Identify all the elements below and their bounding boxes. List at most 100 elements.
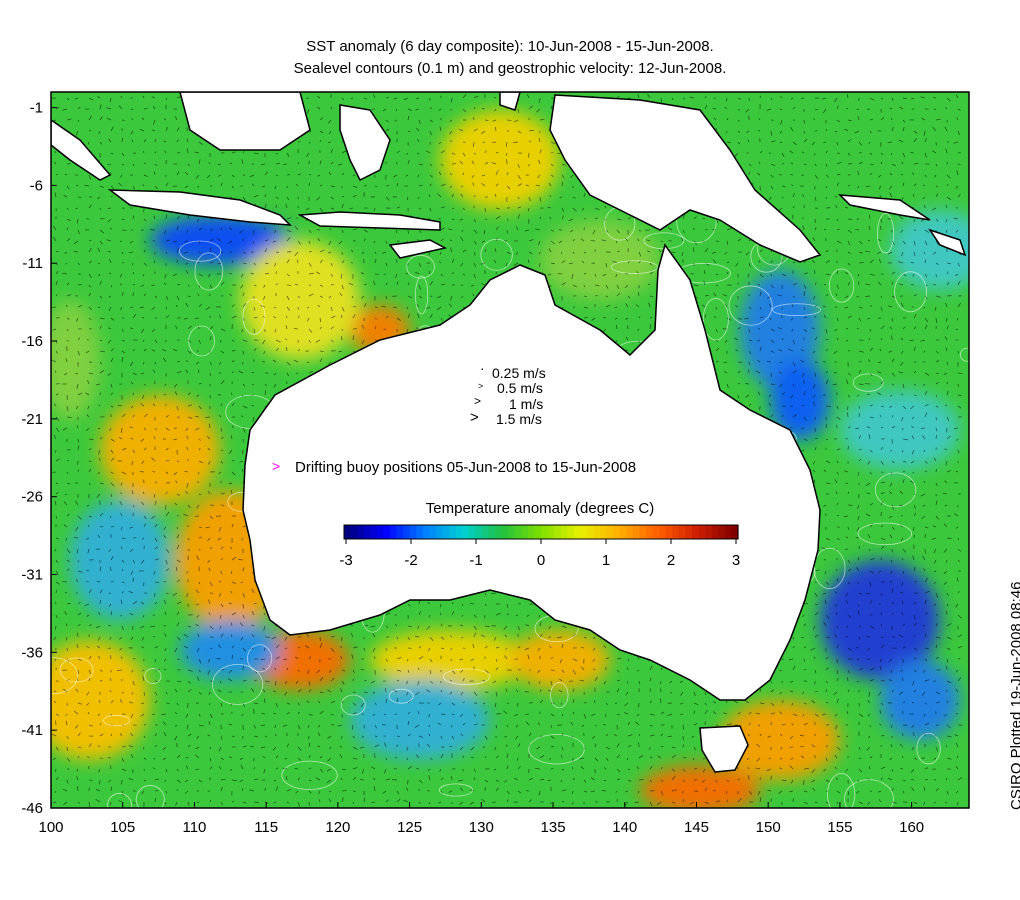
sealevel-contour [480,238,513,271]
colorbar-tick-label: 2 [667,552,675,569]
sealevel-contour [51,657,78,695]
velocity-legend-label-1: 0.25 m/s [492,365,546,381]
colorbar-cell [442,525,450,539]
sealevel-contour [438,783,473,797]
colorbar-gradient [344,525,739,539]
colorbar-cell [586,525,595,539]
colorbar-cell [508,525,516,539]
sealevel-contour [857,522,913,546]
buoy-legend-label: Drifting buoy positions 05-Jun-2008 to 1… [295,459,636,476]
y-tick-label: -1 [30,100,43,117]
colorbar-ticks: -3 -2 -1 0 1 2 3 [339,539,740,569]
colorbar-tick-label: 0 [537,552,545,569]
sealevel-contour [702,298,729,341]
colorbar-cell [639,525,647,539]
colorbar-cell [724,525,733,539]
sealevel-contour [960,347,969,362]
colorbar-cell [383,525,391,539]
sealevel-contour [388,688,414,704]
colorbar-cell [573,525,581,539]
sumatra-landmass [51,119,112,181]
sealevel-contour [194,252,224,291]
colorbar-cell [462,525,470,539]
sealevel-contour [611,260,659,274]
sealevel-contour [59,657,94,683]
y-tick-label: -16 [21,333,43,350]
colorbar-cell [718,525,726,539]
colorbar-cell [731,525,739,539]
java-landmass [107,189,292,226]
colorbar-cell [632,525,641,539]
velocity-legend: · 0.25 m/s > 0.5 m/s > 1 m/s > 1.5 m/s [470,360,546,427]
colorbar-cell [665,525,673,539]
colorbar-cell [495,525,503,539]
colorbar-cell [626,525,634,539]
y-tick-label: -11 [22,255,43,272]
colorbar-tick-label: 3 [732,552,740,569]
sealevel-contour [415,275,429,315]
colorbar-cell [455,525,463,539]
colorbar-cell [350,525,358,539]
colorbar-cell [672,525,680,539]
australia-landmass [242,243,821,701]
colorbar-cell [698,525,706,539]
sealevel-contour [406,254,435,279]
sealevel-contour [442,668,491,686]
colorbar-cell [692,525,700,539]
velocity-legend-arrow-3: > [474,394,481,408]
lesser-sunda-islands [297,211,441,231]
colorbar-cell [468,525,476,539]
sealevel-contour [103,714,131,727]
plot-area [51,92,969,808]
colorbar-cell [567,525,575,539]
sst-anomaly-field [51,110,969,808]
colorbar-cell [652,525,660,539]
colorbar-cell [422,525,430,539]
sealevel-contour [877,213,895,254]
y-tick-label: -36 [21,644,43,661]
landmasses [51,92,967,773]
x-tick-label: 155 [827,819,852,836]
sealevel-contour [178,240,222,262]
sealevel-contour [728,285,773,326]
sealevel-contour [340,694,366,716]
sealevel-contour [144,668,162,684]
x-tick-label: 130 [469,819,494,836]
colorbar-cell [593,525,601,539]
sealevel-contour [242,298,266,335]
colorbar-cell [560,525,568,539]
y-axis: -1 -6 -11 -16 -21 -26 -31 -36 -41 -46 [21,100,57,817]
colorbar-cell [357,525,365,539]
solomon-islands [928,228,967,257]
sealevel-contour [550,682,569,709]
sulawesi-landmass [339,104,391,182]
colorbar-cell [435,525,444,539]
sealevel-contour [916,732,941,765]
sealevel-contour [281,760,338,790]
map-title-line2: Sealevel contours (0.1 m) and geostrophi… [293,60,727,77]
x-tick-label: 115 [254,819,278,836]
sealevel-contour [852,373,884,392]
colorbar-cell [429,525,437,539]
sealevel-contour [828,268,855,303]
y-tick-label: -26 [21,489,43,506]
plot-credit: CSIRO Plotted 19-Jun-2008 08:46 [1008,581,1020,810]
colorbar-cell [344,525,352,539]
y-tick-label: -6 [30,177,43,194]
colorbar-cell [547,525,555,539]
colorbar-cell [600,525,608,539]
new-guinea-landmass [549,94,822,263]
sealevel-contour [247,644,273,673]
x-tick-label: 135 [541,819,566,836]
x-tick-label: 150 [756,819,781,836]
colorbar-cell [606,525,614,539]
x-tick-label: 125 [397,819,422,836]
colorbar-cell [619,525,627,539]
y-tick-label: -41 [21,722,43,739]
timor-landmass [388,239,448,259]
velocity-legend-arrow-1: · [480,360,485,376]
colorbar-cell [376,525,384,539]
temperature-colorbar: Temperature anomaly (degrees C) -3 -2 -1 0 1… [339,500,740,569]
map-title-line1: SST anomaly (6 day composite): 10-Jun-20… [306,38,714,55]
